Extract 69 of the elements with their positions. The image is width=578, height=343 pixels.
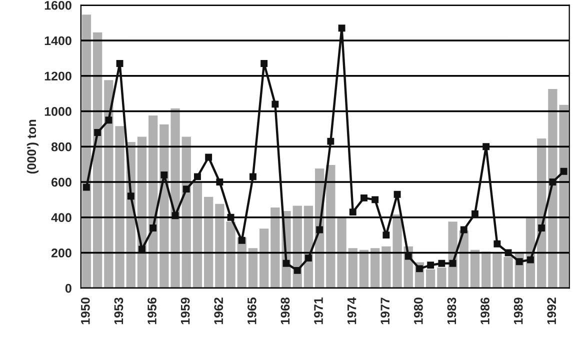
- x-tick-label: 1950: [80, 298, 90, 324]
- point: [205, 154, 212, 161]
- x-tick-label: 1986: [480, 298, 490, 324]
- x-tick-label: 1968: [280, 298, 290, 324]
- x-tick-label: 1962: [214, 298, 224, 324]
- point: [105, 116, 112, 124]
- point: [182, 186, 190, 193]
- point: [538, 224, 546, 232]
- point: [216, 178, 224, 186]
- point: [460, 226, 468, 234]
- y-tick-label: 1400: [44, 36, 72, 46]
- point: [482, 143, 490, 150]
- point: [160, 171, 168, 178]
- y-axis-title: (000') ton: [26, 120, 39, 174]
- point: [94, 129, 102, 136]
- point: [349, 208, 356, 216]
- point: [82, 184, 90, 191]
- point: [138, 246, 146, 253]
- x-tick-label: 1977: [380, 298, 390, 324]
- x-tick-label: 1992: [547, 298, 556, 324]
- point: [504, 249, 512, 256]
- x-tick-label: 1983: [447, 298, 456, 324]
- x-tick-label: 1965: [247, 297, 256, 324]
- y-tick-label: 600: [51, 178, 72, 187]
- y-tick-label: 1600: [44, 0, 72, 10]
- point: [338, 24, 346, 32]
- point: [516, 258, 523, 266]
- point: [116, 60, 124, 67]
- point: [194, 173, 201, 180]
- point: [327, 138, 334, 145]
- point: [527, 256, 534, 264]
- x-tick-label: 1971: [314, 297, 323, 324]
- point: [549, 178, 556, 186]
- point: [238, 236, 246, 244]
- y-tick-label: 1000: [44, 107, 72, 116]
- x-tick-label: 1959: [180, 298, 190, 324]
- point: [472, 210, 478, 218]
- y-tick-label: 1200: [44, 72, 72, 81]
- x-tick-label: 1953: [114, 298, 124, 324]
- point: [250, 173, 256, 180]
- point: [227, 214, 234, 221]
- y-tick-label: 800: [51, 142, 72, 152]
- point: [427, 262, 434, 269]
- point: [282, 260, 290, 267]
- point: [404, 252, 412, 260]
- x-tick-label: 1956: [148, 298, 156, 324]
- point: [494, 240, 501, 248]
- point: [294, 266, 301, 274]
- y-tick-label: 400: [51, 213, 72, 222]
- point: [438, 260, 446, 267]
- x-tick-label: 1989: [514, 298, 523, 324]
- y-tick-label: 0: [65, 284, 72, 293]
- point: [372, 196, 379, 204]
- point: [394, 190, 401, 198]
- x-tick-label: 1980: [414, 298, 423, 324]
- point: [560, 168, 568, 175]
- point: [260, 60, 268, 67]
- point: [416, 265, 423, 272]
- point: [382, 232, 390, 239]
- point: [272, 100, 279, 108]
- point: [360, 194, 368, 202]
- y-tick-label: 200: [51, 248, 72, 258]
- point: [127, 192, 134, 200]
- point: [305, 254, 312, 262]
- point: [316, 226, 324, 234]
- point: [150, 224, 157, 232]
- x-tick-label: 1974: [347, 297, 356, 324]
- point: [449, 260, 456, 267]
- point: [172, 212, 179, 220]
